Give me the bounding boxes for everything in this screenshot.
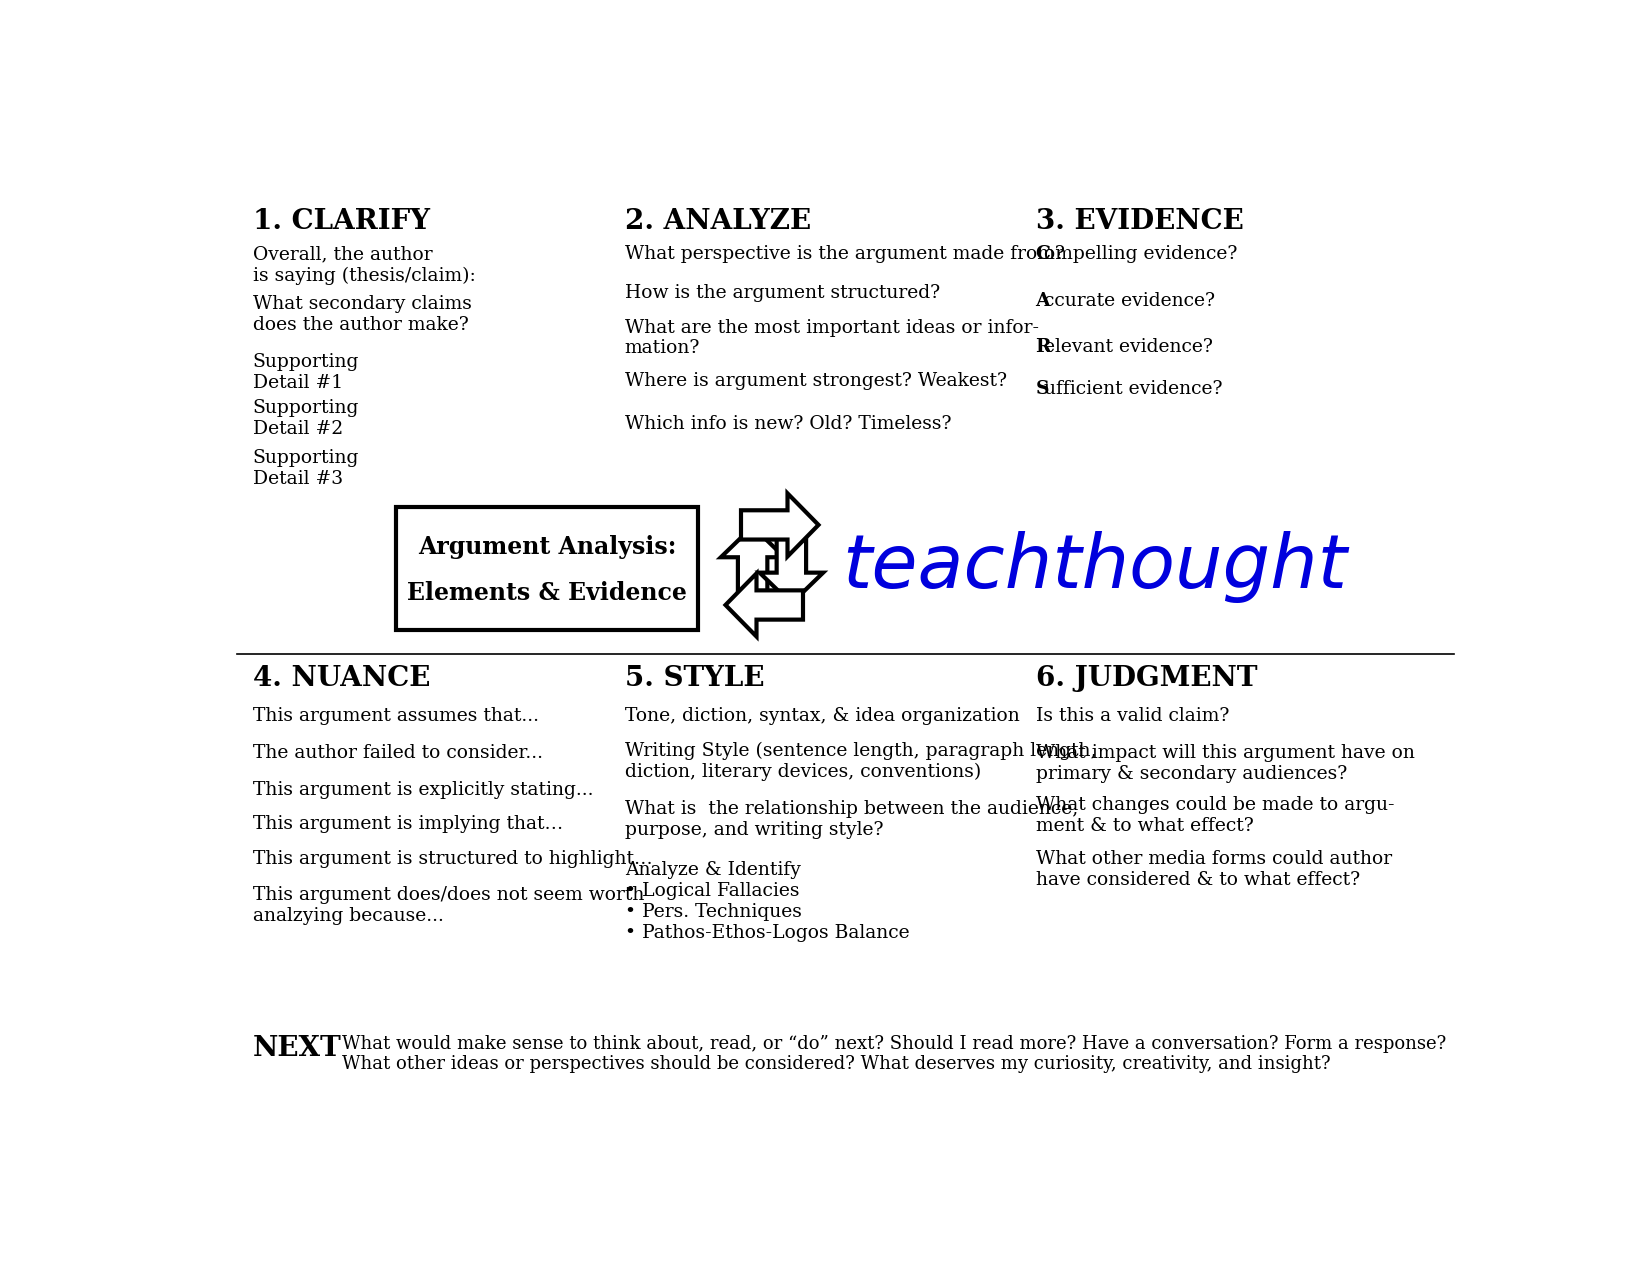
Text: This argument does/does not seem worth
analzying because...: This argument does/does not seem worth a…: [252, 886, 644, 924]
Text: S: S: [1036, 380, 1049, 398]
Text: This argument assumes that...: This argument assumes that...: [252, 708, 540, 725]
Text: Supporting
Detail #2: Supporting Detail #2: [252, 399, 360, 439]
Text: Overall, the author
is saying (thesis/claim):: Overall, the author is saying (thesis/cl…: [252, 245, 475, 284]
Text: What other media forms could author
have considered & to what effect?: What other media forms could author have…: [1036, 850, 1391, 889]
Text: Supporting
Detail #1: Supporting Detail #1: [252, 353, 360, 391]
Polygon shape: [726, 574, 804, 636]
Text: What impact will this argument have on
primary & secondary audiences?: What impact will this argument have on p…: [1036, 745, 1414, 783]
Text: C: C: [1036, 245, 1051, 264]
Text: 4. NUANCE: 4. NUANCE: [252, 666, 431, 692]
Text: 2. ANALYZE: 2. ANALYZE: [625, 208, 810, 236]
Text: NEXT: NEXT: [252, 1034, 342, 1062]
Text: What are the most important ideas or infor-
mation?: What are the most important ideas or inf…: [625, 319, 1040, 357]
Text: Which info is new? Old? Timeless?: Which info is new? Old? Timeless?: [625, 414, 952, 432]
Text: elevant evidence?: elevant evidence?: [1044, 338, 1213, 356]
Text: 6. JUDGMENT: 6. JUDGMENT: [1036, 666, 1257, 692]
Text: Analyze & Identify
• Logical Fallacies
• Pers. Techniques
• Pathos-Ethos-Logos B: Analyze & Identify • Logical Fallacies •…: [625, 862, 909, 942]
Text: What perspective is the argument made from?: What perspective is the argument made fr…: [625, 245, 1064, 264]
Text: What would make sense to think about, read, or “do” next? Should I read more? Ha: What would make sense to think about, re…: [342, 1034, 1445, 1074]
Text: The author failed to consider...: The author failed to consider...: [252, 745, 543, 762]
Text: 3. EVIDENCE: 3. EVIDENCE: [1036, 208, 1242, 236]
Text: ufficient evidence?: ufficient evidence?: [1044, 380, 1223, 398]
Text: 1. CLARIFY: 1. CLARIFY: [252, 208, 429, 236]
Polygon shape: [759, 527, 823, 603]
Text: What secondary claims
does the author make?: What secondary claims does the author ma…: [252, 296, 472, 334]
Text: What changes could be made to argu-
ment & to what effect?: What changes could be made to argu- ment…: [1036, 796, 1394, 835]
Text: Supporting
Detail #3: Supporting Detail #3: [252, 450, 360, 488]
Text: This argument is explicitly stating...: This argument is explicitly stating...: [252, 782, 594, 799]
Text: How is the argument structured?: How is the argument structured?: [625, 284, 940, 302]
Text: R: R: [1036, 338, 1051, 356]
Text: teachthought: teachthought: [842, 532, 1346, 603]
Text: ompelling evidence?: ompelling evidence?: [1044, 245, 1238, 264]
Text: A: A: [1036, 292, 1049, 310]
Text: Elements & Evidence: Elements & Evidence: [408, 581, 686, 606]
Text: Writing Style (sentence length, paragraph length,
diction, literary devices, con: Writing Style (sentence length, paragrap…: [625, 742, 1096, 782]
Text: Argument Analysis:: Argument Analysis:: [417, 534, 676, 558]
Text: Where is argument strongest? Weakest?: Where is argument strongest? Weakest?: [625, 372, 1006, 390]
Text: This argument is structured to highlight…: This argument is structured to highlight…: [252, 850, 652, 868]
Text: What is  the relationship between the audience,
purpose, and writing style?: What is the relationship between the aud…: [625, 799, 1077, 839]
Text: Tone, diction, syntax, & idea organization: Tone, diction, syntax, & idea organizati…: [625, 708, 1020, 725]
Text: ccurate evidence?: ccurate evidence?: [1044, 292, 1214, 310]
Polygon shape: [741, 493, 818, 556]
Text: 5. STYLE: 5. STYLE: [625, 666, 764, 692]
Text: Is this a valid claim?: Is this a valid claim?: [1036, 708, 1229, 725]
Bar: [396, 507, 698, 630]
Text: This argument is implying that…: This argument is implying that…: [252, 815, 563, 833]
Polygon shape: [721, 527, 784, 603]
